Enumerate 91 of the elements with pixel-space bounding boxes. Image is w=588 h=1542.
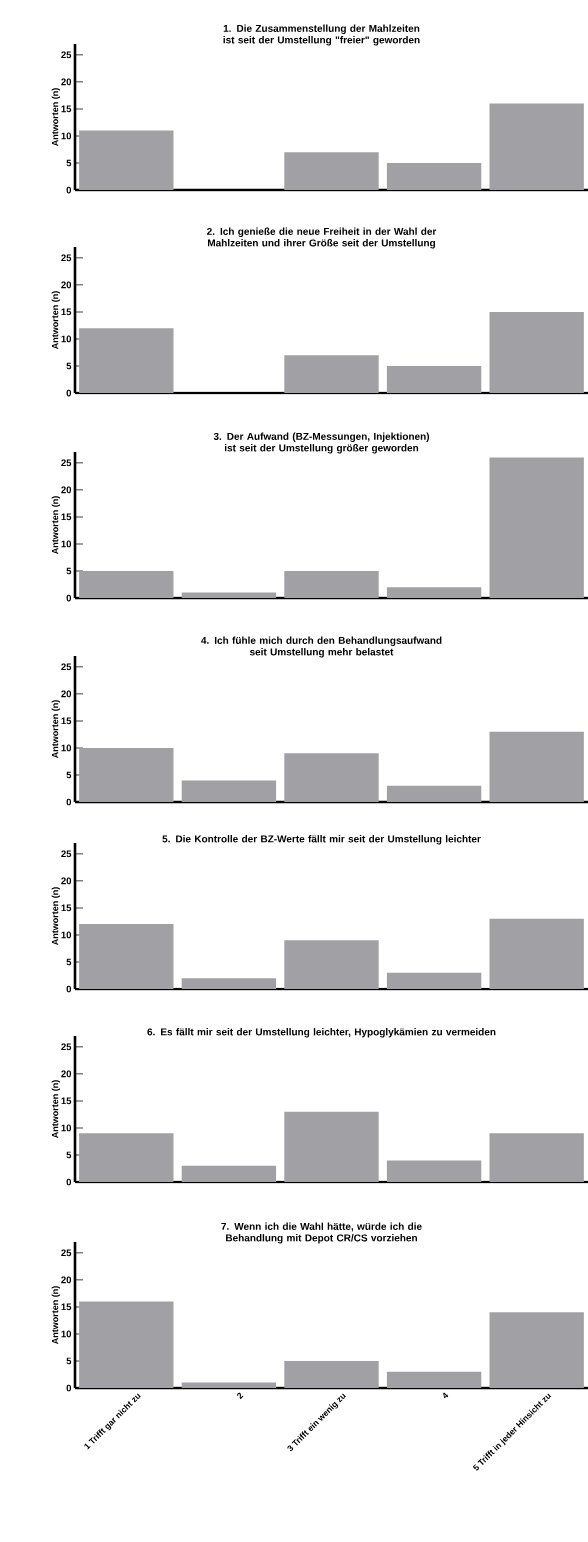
y-tick-label: 20 [61,1070,72,1078]
y-tick-label: 25 [61,254,72,262]
bar [79,1133,174,1183]
bar [386,1160,482,1183]
y-axis-title: Antworten (n) [51,496,61,555]
y-tick-label: 5 [66,362,72,370]
y-tick-label: 5 [66,567,72,575]
chart-title: 1. Die Zusammenstellung der Mahlzeiten ist seit der Umstellung "freier" geworden [223,24,420,46]
y-tick-label: 20 [61,78,72,86]
y-tick-label: 0 [66,798,72,806]
bar [181,592,277,599]
bar [79,130,174,191]
y-tick-label: 25 [61,1043,72,1051]
bar [386,972,482,990]
bar [284,355,379,394]
y-tick-label: 0 [66,1384,72,1392]
bar [489,731,584,803]
bar [386,1371,482,1389]
bar [284,940,379,990]
bar [284,1360,379,1389]
chart-title: 2. Ich genieße die neue Freiheit in der Wahl der Mahlzeiten und ihrer Größe seit der Umstellung [207,227,437,249]
y-tick-label: 15 [61,717,72,725]
y-tick-label: 10 [61,132,72,140]
bar [489,918,584,990]
bar [489,1312,584,1389]
bar [284,152,379,191]
bar [79,747,174,803]
x-tick-label: 2 [237,1392,244,1400]
y-axis-title: Antworten (n) [51,700,61,759]
y-tick-label: 20 [61,281,72,289]
y-tick-label: 5 [66,1151,72,1159]
y-axis-title: Antworten (n) [51,1286,61,1345]
y-tick-label: 15 [61,904,72,912]
y-tick-label: 10 [61,540,72,548]
y-tick-label: 25 [61,663,72,671]
bar [284,1111,379,1183]
bar [386,587,482,599]
y-axis-title: Antworten (n) [51,88,61,147]
bar [79,1301,174,1389]
bar [489,311,584,394]
bar [79,328,174,394]
bar [284,753,379,803]
y-tick-label: 20 [61,1276,72,1284]
y-axis-title: Antworten (n) [51,1080,61,1139]
bar [386,365,482,394]
chart-title: 4. Ich fühle mich durch den Behandlungsaufwand seit Umstellung mehr belastet [201,636,442,658]
y-tick-label: 15 [61,1303,72,1311]
bar [386,785,482,803]
bar [181,780,277,803]
y-tick-label: 15 [61,308,72,316]
y-tick-label: 0 [66,186,72,194]
y-tick-label: 15 [61,513,72,521]
y-tick-label: 15 [61,1097,72,1105]
y-tick-label: 20 [61,486,72,494]
y-tick-label: 5 [66,1357,72,1365]
y-tick-label: 25 [61,850,72,858]
y-tick-label: 0 [66,1178,72,1186]
bar [79,570,174,599]
bar [79,924,174,990]
bar [181,978,277,990]
y-tick-label: 0 [66,985,72,993]
y-tick-label: 10 [61,931,72,939]
y-tick-label: 10 [61,1124,72,1132]
bar [489,457,584,599]
y-axis-title: Antworten (n) [51,887,61,946]
bar [181,1382,277,1389]
bar [181,1165,277,1183]
y-axis-title: Antworten (n) [51,291,61,350]
x-tick-label: 4 [443,1392,449,1399]
y-tick-label: 15 [61,105,72,113]
chart-title: 7. Wenn ich die Wahl hätte, würde ich die Behandlung mit Depot CR/CS vorziehen [221,1222,422,1244]
y-tick-label: 20 [61,690,72,698]
chart-title: 6. Es fällt mir seit der Umstellung leichter, Hypoglykämien zu vermeiden [147,1028,496,1038]
y-tick-label: 20 [61,877,72,885]
y-tick-label: 5 [66,958,72,966]
y-tick-label: 0 [66,594,72,602]
y-tick-label: 5 [66,159,72,167]
y-tick-label: 10 [61,335,72,343]
bar [284,570,379,599]
y-tick-label: 25 [61,51,72,59]
bar [386,162,482,191]
y-tick-label: 10 [61,744,72,752]
bar [489,103,584,191]
chart-title: 3. Der Aufwand (BZ-Messungen, Injektionen) ist seit der Umstellung größer geworden [213,432,430,454]
bar [489,1133,584,1183]
y-tick-label: 25 [61,1249,72,1257]
y-tick-label: 0 [66,389,72,397]
y-tick-label: 5 [66,771,72,779]
y-tick-label: 25 [61,459,72,467]
y-tick-label: 10 [61,1330,72,1338]
chart-title: 5. Die Kontrolle der BZ-Werte fällt mir seit der Umstellung leichter [162,835,481,845]
